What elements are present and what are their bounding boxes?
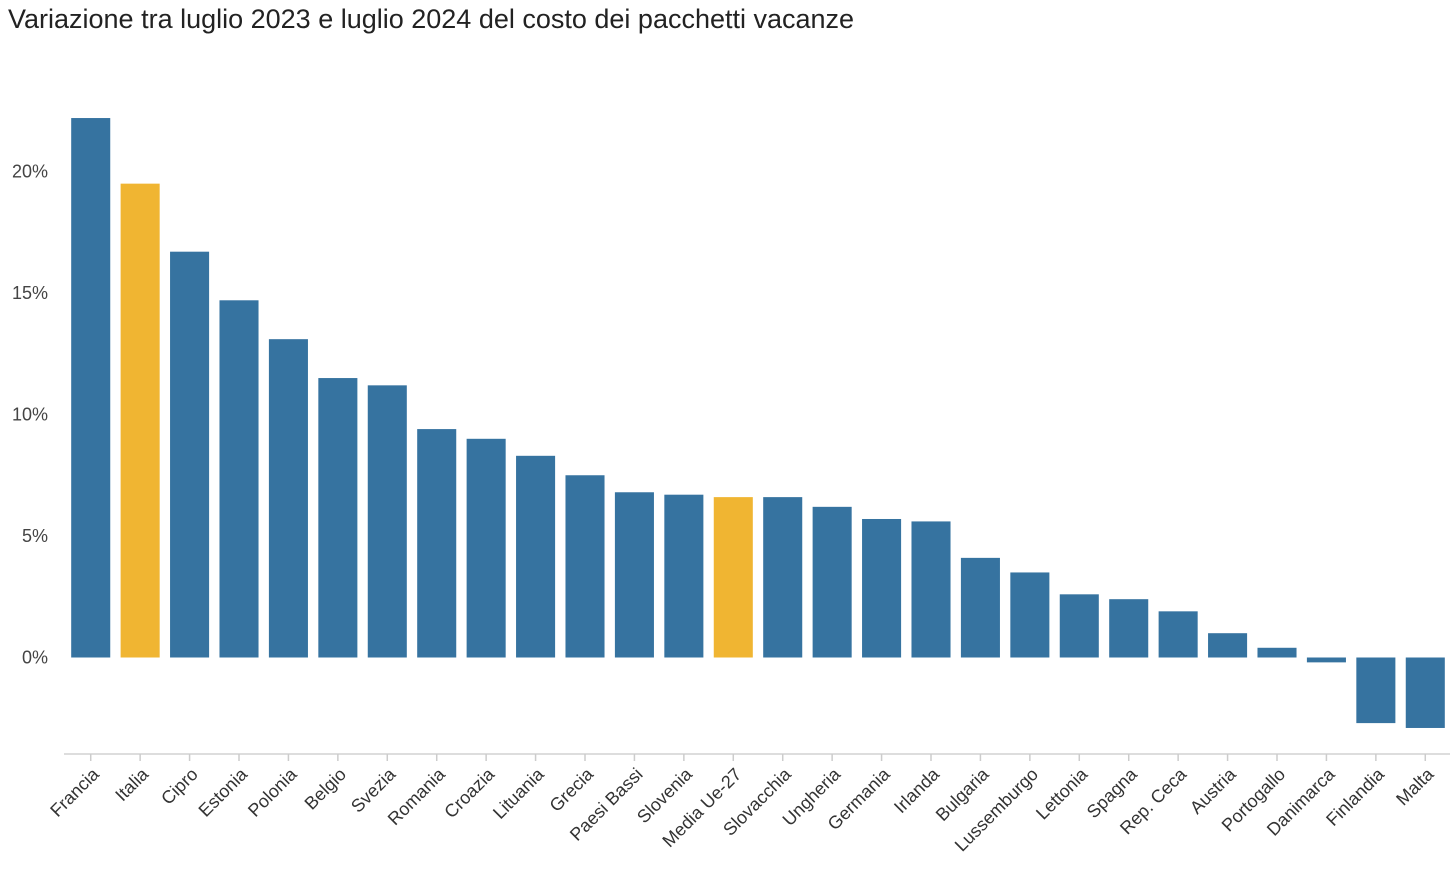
bars <box>71 118 1445 728</box>
bar-austria <box>1208 633 1248 658</box>
bar-ungheria <box>812 506 852 658</box>
x-tick-label: Belgio <box>301 764 351 814</box>
chart-title: Variazione tra luglio 2023 e luglio 2024… <box>8 4 855 34</box>
bar-croazia <box>466 438 506 658</box>
bar-bulgaria <box>960 557 1000 658</box>
bar-slovenia <box>664 494 704 658</box>
bar-media-ue-27 <box>713 497 753 658</box>
bar-italia <box>120 183 160 658</box>
bar-cipro <box>170 251 210 658</box>
y-axis: 0% 5% 10% 15% 20% <box>12 162 48 668</box>
bar-danimarca <box>1306 657 1346 663</box>
x-tick-label: Lettonia <box>1032 763 1092 823</box>
bar-polonia <box>268 339 308 658</box>
x-tick-label: Italia <box>111 763 153 805</box>
x-tick-label: Croazia <box>440 763 499 822</box>
x-tick-label: Estonia <box>195 763 252 820</box>
x-tick-label: Polonia <box>244 763 301 820</box>
bar-paesi-bassi <box>614 492 654 658</box>
bar-francia <box>71 118 111 658</box>
bar-estonia <box>219 300 259 658</box>
bar-svezia <box>367 385 407 658</box>
bar-spagna <box>1109 599 1149 658</box>
bar-portogallo <box>1257 647 1297 658</box>
x-tick-label: Francia <box>46 763 103 820</box>
bar-belgio <box>318 378 358 658</box>
bar-irlanda <box>911 521 951 658</box>
y-tick-label: 20% <box>12 162 48 182</box>
y-tick-label: 0% <box>22 648 48 668</box>
bar-germania <box>862 518 902 658</box>
bar-slovacchia <box>763 497 803 658</box>
bar-grecia <box>565 475 605 658</box>
bar-romania <box>417 429 457 658</box>
x-tick-label: Lituania <box>489 763 548 822</box>
x-tick-label: Malta <box>1392 763 1438 809</box>
bar-rep-ceca <box>1158 611 1198 658</box>
bar-finlandia <box>1356 657 1396 724</box>
y-tick-label: 5% <box>22 526 48 546</box>
bar-lussemburgo <box>1010 572 1050 658</box>
x-tick-label: Cipro <box>157 764 202 809</box>
bar-lettonia <box>1059 594 1099 658</box>
bar-lituania <box>516 455 556 658</box>
y-tick-label: 10% <box>12 405 48 425</box>
y-tick-label: 15% <box>12 283 48 303</box>
bar-malta <box>1405 657 1445 728</box>
